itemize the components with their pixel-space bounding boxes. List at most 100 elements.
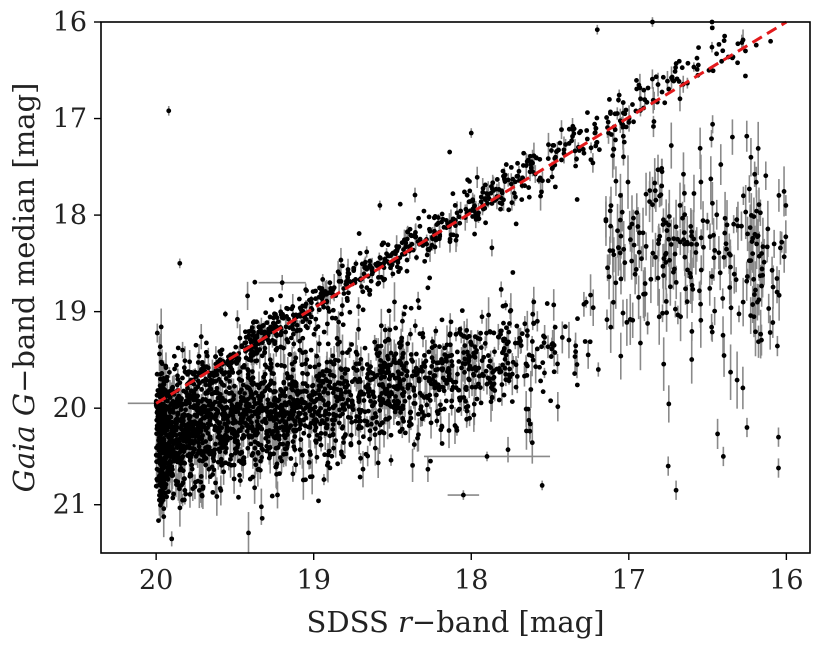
data-point — [325, 305, 331, 311]
data-point — [196, 443, 202, 449]
data-point — [689, 357, 695, 362]
data-point — [258, 458, 263, 464]
data-point — [262, 379, 268, 384]
data-point — [345, 397, 351, 403]
data-point — [435, 411, 441, 417]
data-point — [290, 367, 296, 373]
data-point — [397, 201, 403, 207]
data-point — [251, 396, 257, 402]
y-tick-label: 16 — [53, 7, 87, 38]
data-point — [195, 360, 201, 365]
data-point — [249, 325, 255, 330]
data-point — [554, 148, 560, 154]
data-point — [189, 451, 195, 457]
data-point — [380, 420, 386, 426]
data-point — [391, 384, 397, 390]
data-point — [479, 314, 485, 320]
data-point — [415, 298, 421, 303]
data-point — [235, 441, 241, 447]
data-point — [710, 121, 716, 127]
data-point — [466, 377, 472, 383]
data-point — [542, 370, 547, 376]
data-point — [288, 456, 294, 461]
data-point — [366, 393, 372, 399]
data-point — [312, 428, 318, 433]
data-point — [402, 304, 408, 310]
data-point — [590, 305, 596, 311]
data-point — [540, 360, 546, 366]
data-point — [377, 430, 383, 436]
data-point — [201, 415, 207, 421]
data-point — [685, 267, 690, 273]
data-point — [563, 142, 568, 147]
data-point — [191, 381, 197, 387]
data-point — [269, 493, 275, 499]
data-point — [756, 297, 762, 303]
data-point — [281, 379, 287, 385]
data-point — [180, 375, 185, 381]
data-point — [546, 142, 551, 148]
data-point — [465, 403, 471, 409]
data-point — [642, 281, 648, 286]
data-point — [464, 349, 470, 355]
data-point — [161, 458, 167, 464]
data-point — [304, 357, 310, 363]
data-point — [515, 160, 520, 166]
data-point — [209, 403, 215, 409]
data-point — [263, 310, 269, 316]
data-point — [413, 365, 419, 371]
data-point — [279, 313, 285, 319]
data-point — [458, 208, 464, 214]
data-point — [181, 476, 187, 482]
data-point — [281, 451, 287, 457]
data-point — [427, 370, 433, 376]
data-point — [229, 390, 234, 396]
data-point — [754, 208, 760, 214]
data-point — [182, 369, 188, 375]
data-point — [284, 371, 290, 376]
data-point — [471, 401, 477, 407]
data-point — [397, 429, 403, 434]
data-point — [158, 480, 164, 486]
data-point — [305, 424, 311, 430]
data-point — [446, 373, 452, 379]
data-point — [416, 376, 422, 382]
data-point — [211, 467, 217, 473]
data-point — [360, 366, 365, 371]
data-point — [502, 356, 508, 362]
data-point — [689, 282, 695, 288]
data-point — [166, 369, 172, 375]
data-point — [642, 291, 647, 297]
data-point — [342, 407, 348, 412]
data-point — [330, 307, 336, 313]
data-point — [480, 185, 486, 191]
data-point — [417, 390, 423, 396]
data-point — [439, 441, 445, 446]
data-point — [325, 390, 331, 396]
data-point — [177, 505, 183, 511]
data-point — [760, 244, 766, 250]
data-point — [728, 264, 733, 270]
data-point — [621, 154, 626, 160]
data-point — [368, 398, 373, 404]
data-point — [709, 44, 715, 50]
data-point — [293, 380, 299, 386]
data-point — [357, 250, 363, 256]
data-point — [237, 369, 243, 375]
data-point — [524, 428, 529, 434]
data-point — [291, 341, 297, 347]
data-point — [392, 375, 398, 381]
data-point — [618, 276, 624, 282]
data-point — [653, 74, 659, 80]
data-point — [691, 236, 697, 242]
data-point — [158, 495, 164, 501]
data-point — [456, 359, 462, 364]
data-point — [238, 394, 244, 400]
data-point — [429, 242, 435, 248]
data-point — [651, 119, 657, 124]
data-point — [283, 386, 289, 392]
data-point — [227, 398, 233, 404]
data-point — [720, 48, 726, 54]
data-point — [207, 436, 213, 442]
data-point — [660, 222, 666, 227]
